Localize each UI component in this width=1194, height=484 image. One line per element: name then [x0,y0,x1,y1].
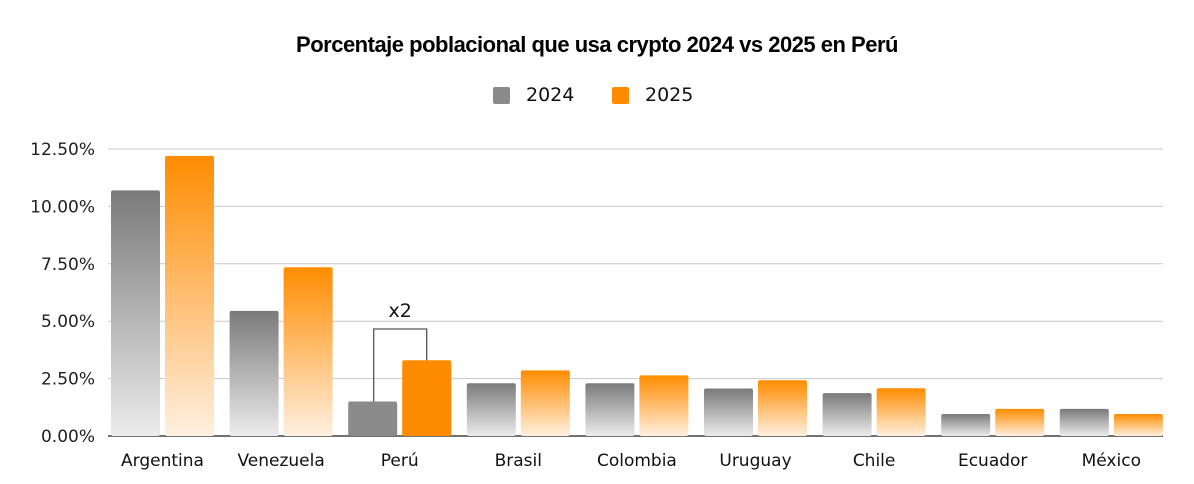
bar-2025-venezuela [283,267,333,436]
bar-2024-uruguay [704,388,753,436]
x-tick-label: Colombia [597,451,677,471]
x-tick-label: Ecuador [958,451,1027,471]
bar-2025-chile [876,388,926,436]
bar-2024-méxico [1059,408,1109,436]
bars [111,155,1163,436]
x-tick-label: Brasil [495,451,542,471]
legend-item-2025: 2025 [612,84,693,106]
bar-2024-colombia [585,383,635,436]
bar-2024-perú [348,401,398,436]
legend-swatch-2024 [493,86,510,104]
x-tick-label: Venezuela [237,451,324,471]
bar-2025-colombia [639,375,689,436]
y-tick-label: 5.00% [41,312,95,332]
chart-title: Porcentaje poblacional que usa crypto 20… [296,32,898,57]
legend-item-2024: 2024 [493,84,574,106]
y-tick-label: 10.00% [30,197,95,217]
legend: 2024 2025 [0,84,1194,106]
y-tick-label: 2.50% [41,370,95,390]
bar-2025-argentina [165,155,214,436]
bar-2025-méxico [1113,413,1163,436]
annotation-label: x2 [389,300,412,322]
bar-2025-perú [402,360,452,436]
y-tick-label: 12.50% [30,140,95,160]
gridlines [108,148,1163,437]
bar-2025-uruguay [758,380,807,436]
x-tick-label: Uruguay [719,451,791,471]
x-tick-label: Chile [853,451,896,471]
bar-2024-ecuador [941,413,991,436]
annotations: x2 [373,300,428,402]
legend-swatch-2025 [612,86,629,104]
x-axis-labels: Argentina Venezuela Perú Brasil Colombia Urug… [121,451,1141,471]
x-tick-label: Argentina [121,451,204,471]
y-tick-label: 0.00% [41,427,95,447]
bar-2025-ecuador [995,408,1045,436]
bar-2024-argentina [111,190,160,436]
y-tick-label: 7.50% [41,255,95,275]
legend-label-2024: 2024 [526,84,575,106]
bar-2024-venezuela [229,310,279,436]
bar-2025-brasil [520,370,570,436]
bar-2024-chile [822,393,872,436]
annotation-bracket [373,328,428,402]
x-tick-label: Perú [381,451,419,471]
y-axis-ticks: 0.00% 2.50% 5.00% 7.50% 10.00% 12.50% [30,140,95,447]
legend-label-2025: 2025 [645,84,694,106]
bar-2024-brasil [466,383,516,436]
x-tick-label: México [1082,451,1141,471]
